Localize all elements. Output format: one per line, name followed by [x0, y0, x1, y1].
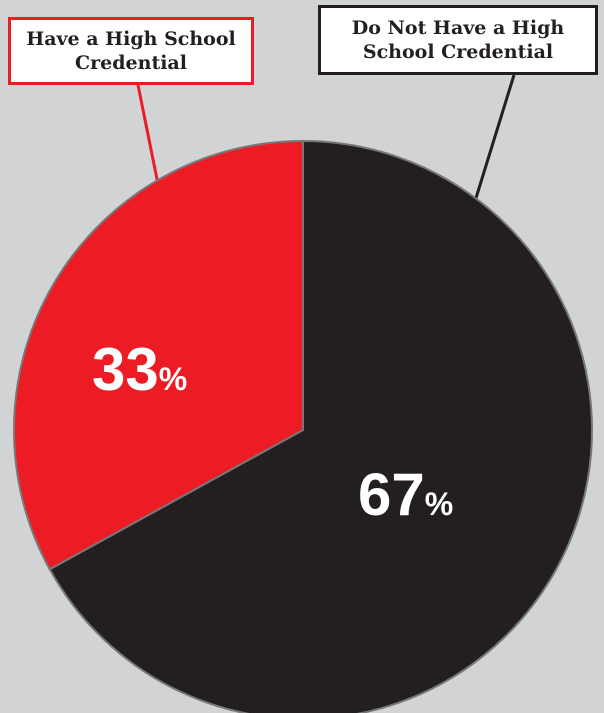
percent-sign-havenot: % — [425, 486, 453, 522]
pie-slice-no-credential — [48, 139, 593, 713]
legend-box-have-credential: Have a High School Credential — [8, 17, 254, 85]
percent-label-no-credential: 67% — [358, 461, 453, 528]
leader-line-have-credential — [136, 84, 160, 185]
percent-value-have: 33 — [92, 336, 159, 403]
percent-sign-have: % — [159, 361, 187, 397]
leader-line-no-credential — [474, 74, 516, 199]
percent-label-have-credential: 33% — [92, 336, 187, 403]
pie-slices — [13, 139, 593, 713]
legend-box-no-credential: Do Not Have a High School Credential — [318, 5, 598, 75]
legend-label-have-credential: Have a High School Credential — [26, 28, 236, 74]
pie-slice-have-credential — [13, 139, 304, 571]
percent-value-havenot: 67 — [358, 461, 425, 528]
percent-labels: 33% 67% — [92, 336, 453, 528]
legend-label-no-credential: Do Not Have a High School Credential — [351, 17, 565, 63]
